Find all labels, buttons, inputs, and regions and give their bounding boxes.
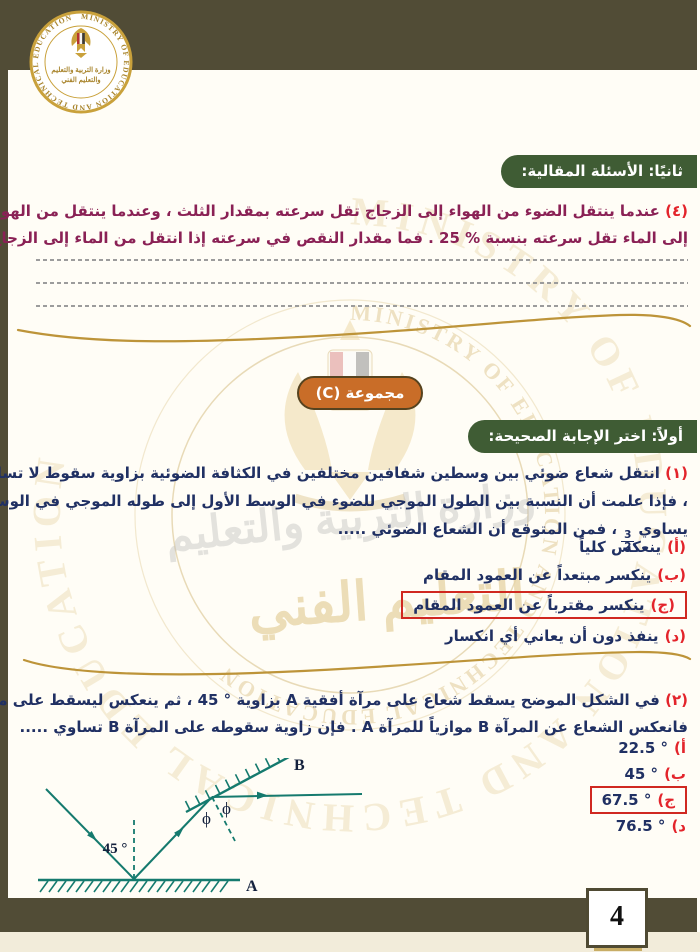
q2-option-b-marker: (ب — [664, 765, 686, 783]
phi-angle-right: ϕ — [222, 799, 231, 818]
wavy-separator — [16, 313, 692, 343]
q2-option-c-marker: (ج — [657, 791, 675, 809]
q2-option-d: (د 76.5 ° — [616, 817, 686, 835]
logo-eagle-icon — [71, 28, 91, 58]
q2-option-b: (ب 45 ° — [624, 765, 686, 783]
q1-option-a: (أ) ينعكس كلياً — [579, 538, 686, 556]
group-badge: مجموعة (C) — [297, 376, 423, 410]
answer-line — [36, 259, 688, 261]
question-4-line2: إلى الماء تقل سرعته بنسبة 25 % . فما مقد… — [0, 229, 688, 247]
answer-line — [36, 282, 688, 284]
q2-option-c-value: 67.5 ° — [601, 791, 652, 809]
q1-option-d: (د) ينفذ دون أن يعاني أي انكسار — [445, 627, 686, 645]
ministry-logo: MINISTRY OF EDUCATION AND TECHNICAL EDUC… — [29, 10, 133, 114]
outgoing-ray — [211, 793, 363, 798]
q1-option-c-marker: (ج) — [650, 596, 675, 614]
q2-option-d-value: 76.5 ° — [615, 817, 666, 835]
q2-option-a-marker: (أ — [673, 739, 686, 757]
q2-option-a: (أ 22.5 ° — [618, 739, 686, 757]
bottom-bar — [0, 898, 697, 932]
question-1-number: (١) — [665, 464, 688, 482]
question-4-line1: (٤) عندما ينتقل الضوء من الهواء إلى الزج… — [0, 202, 688, 220]
mirror-a-label: A — [246, 878, 258, 895]
mirror-b-hatching — [184, 758, 281, 811]
q1-option-b-marker: (ب) — [657, 566, 686, 584]
bottom-margin — [0, 932, 700, 952]
incident-arrowhead — [87, 831, 97, 841]
q1-option-b-text: ينكسر مبتعداً عن العمود المقام — [423, 566, 652, 584]
page-number: 4 — [586, 888, 648, 948]
question-4: (٤) عندما ينتقل الضوء من الهواء إلى الزج… — [0, 198, 688, 252]
q2-option-c-highlighted: (ج 67.5 ° — [589, 786, 687, 814]
logo-arabic-line2: والتعليم الفني — [61, 76, 100, 85]
question-4-number: (٤) — [665, 202, 688, 220]
reflected-ray — [133, 796, 213, 880]
incident-ray — [45, 788, 135, 880]
outgoing-arrowhead — [257, 791, 268, 800]
section-badge-choose-correct: أولاً: اختر الإجابة الصحيحة: — [468, 420, 697, 453]
answer-line — [36, 305, 688, 307]
question-2-line1: (٢) في الشكل الموضح يسقط شعاع على مرآة أ… — [0, 691, 688, 709]
q2-option-a-value: 22.5 ° — [618, 739, 668, 757]
mirror-b-label: B — [294, 758, 305, 774]
q1-option-c-text: ينكسر مقترباً عن العمود المقام — [413, 596, 645, 614]
left-edge-strip — [0, 0, 8, 902]
mirror-reflection-diagram: 45 ° A B ϕ ϕ — [38, 758, 363, 895]
question-2-line2: فانعكس الشعاع عن المرآة B موازياً للمرآة… — [19, 718, 688, 736]
angle-45-label: 45 ° — [103, 841, 128, 857]
question-1-line1: (١) انتقل شعاع ضوئي بين وسطين شفافين مخت… — [0, 464, 688, 482]
question-2: (٢) في الشكل الموضح يسقط شعاع على مرآة أ… — [0, 687, 688, 741]
q1-option-c-highlighted: (ج) ينكسر مقترباً عن العمود المقام — [401, 591, 687, 619]
question-1-line2: ، فإذا علمت أن النسبة بين الطول الموجي ل… — [0, 492, 688, 510]
q2-option-d-marker: (د — [671, 817, 686, 835]
wavy-separator — [22, 650, 692, 676]
logo-arabic-line1: وزارة التربية والتعليم — [51, 66, 110, 74]
section-badge-essay-questions: ثانيًا: الأسئلة المقالية: — [501, 155, 697, 188]
q1-option-d-marker: (د) — [664, 627, 686, 645]
question-2-number: (٢) — [665, 691, 688, 709]
reflected-arrowhead — [174, 827, 184, 838]
q1-option-a-text: ينعكس كلياً — [579, 538, 662, 556]
mirror-a-hatching — [39, 880, 229, 893]
q1-option-d-text: ينفذ دون أن يعاني أي انكسار — [445, 627, 659, 645]
q1-option-b: (ب) ينكسر مبتعداً عن العمود المقام — [423, 566, 686, 584]
q1-option-a-marker: (أ) — [667, 538, 686, 556]
q2-option-b-value: 45 ° — [624, 765, 659, 783]
mirror-b-line — [185, 758, 290, 814]
phi-angle-left: ϕ — [202, 809, 211, 828]
normal-at-mirror-b — [211, 796, 236, 842]
